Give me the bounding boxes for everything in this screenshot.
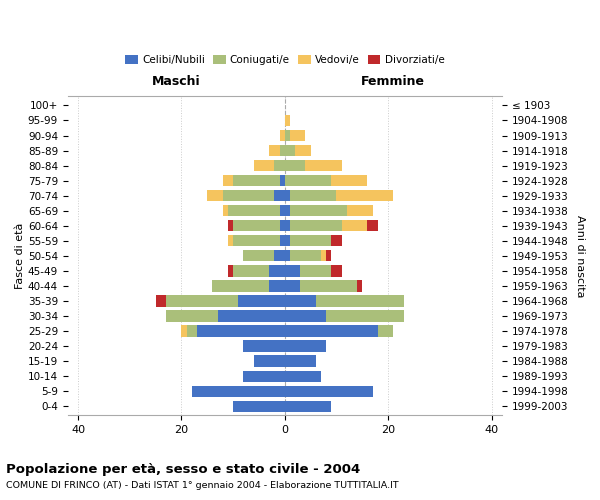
Bar	[233, 235, 280, 246]
Bar	[347, 205, 373, 216]
Bar	[166, 310, 218, 322]
Bar	[223, 205, 228, 216]
Bar	[367, 220, 378, 232]
Bar	[187, 326, 197, 336]
Bar	[331, 265, 341, 276]
Text: Femmine: Femmine	[361, 76, 425, 88]
Bar	[181, 326, 187, 336]
Bar	[244, 370, 285, 382]
Bar	[285, 326, 378, 336]
Bar	[228, 265, 233, 276]
Bar	[285, 160, 305, 171]
Bar	[337, 190, 394, 202]
Bar	[316, 296, 404, 306]
Bar	[274, 250, 285, 262]
Bar	[192, 386, 285, 397]
Bar	[228, 235, 233, 246]
Bar	[223, 190, 274, 202]
Bar	[290, 205, 347, 216]
Bar	[285, 370, 321, 382]
Bar	[290, 220, 341, 232]
Bar	[285, 400, 331, 412]
Bar	[244, 250, 274, 262]
Bar	[285, 296, 316, 306]
Bar	[218, 310, 285, 322]
Bar	[233, 175, 280, 186]
Bar	[285, 130, 290, 141]
Bar	[228, 220, 233, 232]
Bar	[326, 250, 331, 262]
Bar	[212, 280, 269, 291]
Bar	[233, 220, 280, 232]
Bar	[301, 280, 357, 291]
Bar	[197, 326, 285, 336]
Bar	[280, 205, 285, 216]
Text: COMUNE DI FRINCO (AT) - Dati ISTAT 1° gennaio 2004 - Elaborazione TUTTITALIA.IT: COMUNE DI FRINCO (AT) - Dati ISTAT 1° ge…	[6, 481, 398, 490]
Bar	[166, 296, 238, 306]
Bar	[285, 175, 331, 186]
Bar	[280, 220, 285, 232]
Bar	[357, 280, 362, 291]
Bar	[290, 190, 337, 202]
Bar	[233, 265, 269, 276]
Bar	[285, 386, 373, 397]
Y-axis label: Fasce di età: Fasce di età	[15, 222, 25, 289]
Bar	[301, 265, 331, 276]
Bar	[290, 235, 331, 246]
Bar	[244, 340, 285, 351]
Bar	[285, 235, 290, 246]
Bar	[274, 190, 285, 202]
Bar	[285, 115, 290, 126]
Bar	[285, 310, 326, 322]
Bar	[269, 265, 285, 276]
Text: Maschi: Maschi	[152, 76, 200, 88]
Bar	[285, 145, 295, 156]
Bar	[295, 145, 311, 156]
Bar	[280, 175, 285, 186]
Text: Popolazione per età, sesso e stato civile - 2004: Popolazione per età, sesso e stato civil…	[6, 462, 360, 475]
Bar	[155, 296, 166, 306]
Bar	[285, 220, 290, 232]
Y-axis label: Anni di nascita: Anni di nascita	[575, 214, 585, 297]
Bar	[228, 205, 280, 216]
Bar	[331, 175, 367, 186]
Bar	[280, 145, 285, 156]
Bar	[326, 310, 404, 322]
Bar	[207, 190, 223, 202]
Legend: Celibi/Nubili, Coniugati/e, Vedovi/e, Divorziati/e: Celibi/Nubili, Coniugati/e, Vedovi/e, Di…	[121, 50, 448, 69]
Bar	[285, 340, 326, 351]
Bar	[285, 280, 301, 291]
Bar	[274, 160, 285, 171]
Bar	[290, 250, 321, 262]
Bar	[321, 250, 326, 262]
Bar	[269, 280, 285, 291]
Bar	[269, 145, 280, 156]
Bar	[280, 235, 285, 246]
Bar	[223, 175, 233, 186]
Bar	[285, 250, 290, 262]
Bar	[285, 205, 290, 216]
Bar	[285, 190, 290, 202]
Bar	[238, 296, 285, 306]
Bar	[290, 130, 305, 141]
Bar	[254, 356, 285, 367]
Bar	[378, 326, 394, 336]
Bar	[233, 400, 285, 412]
Bar	[305, 160, 341, 171]
Bar	[331, 235, 341, 246]
Bar	[254, 160, 274, 171]
Bar	[285, 356, 316, 367]
Bar	[341, 220, 367, 232]
Bar	[285, 265, 301, 276]
Bar	[280, 130, 285, 141]
